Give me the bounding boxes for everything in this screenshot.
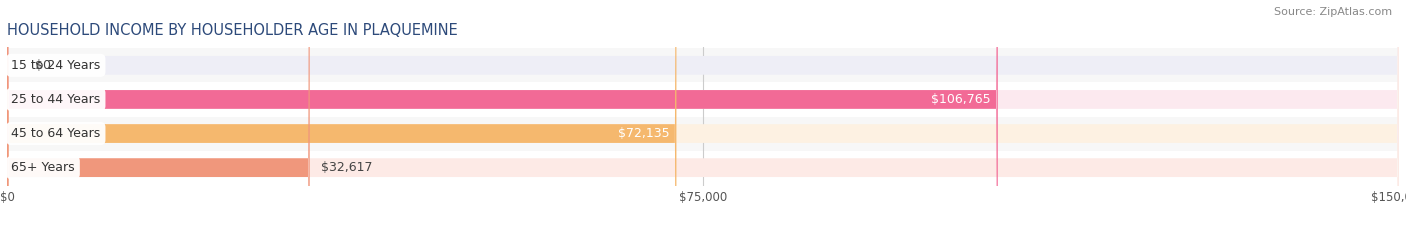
Text: 25 to 44 Years: 25 to 44 Years xyxy=(11,93,100,106)
Text: 65+ Years: 65+ Years xyxy=(11,161,75,174)
Text: $72,135: $72,135 xyxy=(617,127,669,140)
FancyBboxPatch shape xyxy=(6,116,1400,151)
FancyBboxPatch shape xyxy=(7,0,998,233)
FancyBboxPatch shape xyxy=(7,0,1399,233)
Text: 15 to 24 Years: 15 to 24 Years xyxy=(11,59,100,72)
Text: Source: ZipAtlas.com: Source: ZipAtlas.com xyxy=(1274,7,1392,17)
FancyBboxPatch shape xyxy=(7,0,1399,233)
FancyBboxPatch shape xyxy=(7,0,676,233)
Text: $0: $0 xyxy=(35,59,51,72)
Text: $32,617: $32,617 xyxy=(321,161,373,174)
Text: HOUSEHOLD INCOME BY HOUSEHOLDER AGE IN PLAQUEMINE: HOUSEHOLD INCOME BY HOUSEHOLDER AGE IN P… xyxy=(7,24,458,38)
FancyBboxPatch shape xyxy=(7,0,1399,233)
Text: $106,765: $106,765 xyxy=(931,93,991,106)
FancyBboxPatch shape xyxy=(6,48,1400,82)
FancyBboxPatch shape xyxy=(7,0,309,233)
Text: 45 to 64 Years: 45 to 64 Years xyxy=(11,127,100,140)
FancyBboxPatch shape xyxy=(7,0,1399,233)
